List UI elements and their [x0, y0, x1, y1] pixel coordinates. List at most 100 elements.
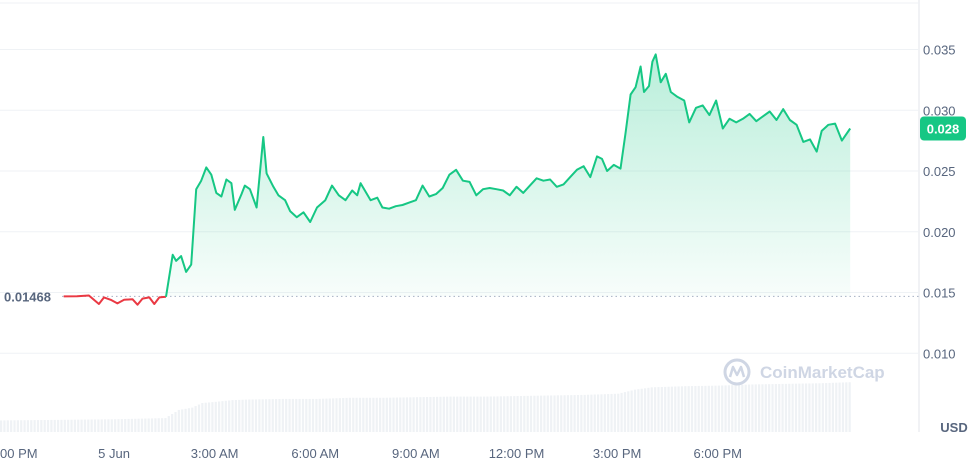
volume-bar — [664, 386, 667, 432]
volume-bar — [201, 403, 204, 432]
volume-bar — [486, 396, 489, 432]
volume-bar — [684, 386, 687, 432]
volume-bar — [744, 384, 747, 432]
volume-bar — [338, 398, 341, 432]
volume-bar — [194, 406, 197, 432]
price-line — [63, 53, 852, 306]
volume-bar — [415, 397, 419, 432]
x-tick-label: 9:00 PM — [0, 446, 38, 461]
volume-bar — [197, 404, 201, 432]
reference-price-line: 0.01468 — [4, 289, 919, 304]
volume-bar — [184, 408, 187, 432]
volume-bar — [181, 409, 184, 432]
volume-bar — [533, 395, 536, 432]
volume-bar — [543, 395, 546, 432]
volume-bar — [536, 395, 539, 432]
volume-bar — [154, 418, 157, 432]
volume-bar — [174, 411, 177, 432]
volume-bar — [164, 418, 167, 432]
volume-bar — [804, 383, 808, 432]
volume-bar — [258, 399, 261, 432]
volume-bar — [479, 396, 482, 432]
volume-bar — [301, 398, 305, 432]
volume-bar — [147, 418, 150, 432]
volume-bar — [191, 407, 194, 432]
volume-bar — [171, 414, 174, 432]
y-tick-label: 0.020 — [923, 225, 956, 240]
volume-bar — [727, 385, 731, 432]
volume-bar — [499, 396, 502, 432]
price-line-down-segment — [63, 294, 167, 306]
volume-bar — [248, 399, 251, 432]
volume-bar — [342, 398, 345, 432]
volume-bar — [57, 419, 60, 432]
volume-bar — [144, 418, 147, 432]
volume-bar — [298, 398, 301, 432]
volume-bar — [13, 420, 16, 432]
y-axis: 0.035 0.030 0.025 0.020 0.015 0.010 — [923, 43, 956, 362]
volume-bar — [640, 388, 643, 432]
x-tick-label: 6:00 AM — [291, 446, 339, 461]
volume-bar — [402, 397, 405, 432]
volume-bar — [20, 420, 23, 432]
volume-bar — [808, 383, 811, 432]
volume-bar — [187, 408, 191, 432]
volume-bar — [352, 397, 355, 432]
current-price-label: 0.028 — [927, 121, 960, 136]
volume-bar — [845, 382, 848, 432]
volume-bar — [516, 396, 519, 432]
volume-bar — [268, 399, 271, 432]
volume-bar — [764, 384, 767, 432]
volume-bar — [550, 395, 553, 432]
x-tick-label: 9:00 AM — [392, 446, 440, 461]
volume-bar — [405, 397, 409, 432]
volume-bar — [244, 399, 248, 432]
volume-bar — [630, 390, 633, 432]
volume-bar — [459, 396, 462, 432]
volume-bar — [241, 399, 244, 432]
volume-bar — [751, 384, 754, 432]
volume-bar — [221, 401, 224, 432]
volume-bar — [768, 384, 771, 432]
volume-bar — [838, 382, 841, 432]
volume-bar — [761, 384, 764, 432]
volume-bar — [825, 383, 828, 432]
volume-bar — [442, 396, 445, 432]
volume-bar — [734, 385, 737, 432]
volume-bar — [828, 382, 831, 432]
volume-bar — [526, 395, 529, 432]
volume-bar — [687, 386, 690, 432]
volume-bar — [238, 399, 241, 432]
volume-bar — [318, 398, 321, 432]
volume-bar — [466, 396, 469, 432]
x-tick-label: 3:00 AM — [191, 446, 239, 461]
volume-bar — [835, 382, 838, 432]
volume-bar — [788, 383, 791, 432]
volume-bar — [462, 396, 466, 432]
volume-bar — [311, 398, 315, 432]
volume-bar — [798, 383, 801, 432]
y-tick-label: 0.015 — [923, 286, 956, 301]
volume-bar — [503, 396, 506, 432]
volume-bar — [446, 396, 449, 432]
volume-bar — [46, 419, 50, 432]
volume-bars — [0, 382, 851, 432]
volume-bar — [657, 387, 660, 432]
volume-bar — [700, 385, 704, 432]
volume-bar — [77, 419, 80, 432]
volume-bar — [452, 396, 455, 432]
volume-bar — [379, 397, 382, 432]
volume-bar — [731, 385, 734, 432]
volume-bar — [63, 419, 66, 432]
price-area — [166, 54, 851, 297]
volume-bar — [600, 394, 603, 432]
volume-bar — [821, 383, 824, 432]
volume-bar — [315, 398, 318, 432]
volume-bar — [392, 397, 395, 432]
volume-bar — [667, 386, 670, 432]
current-price-badge-bg — [920, 116, 966, 141]
volume-bar — [204, 402, 207, 432]
volume-bar — [496, 396, 499, 432]
